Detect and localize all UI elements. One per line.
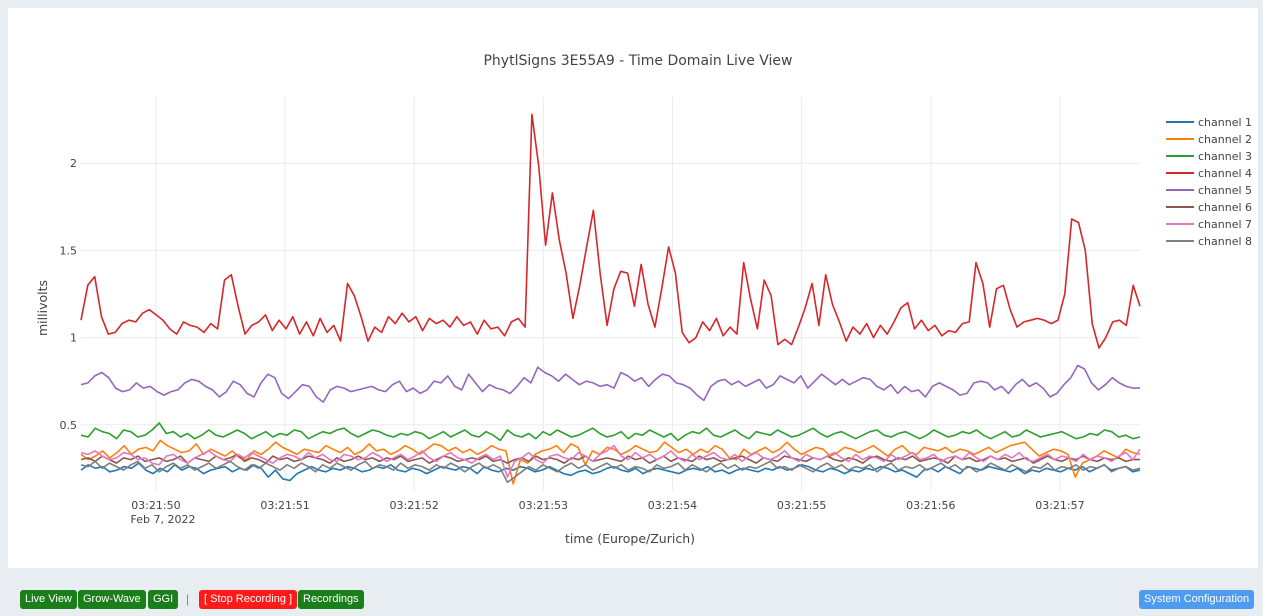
- x-tick-label: 03:21:52: [389, 499, 438, 512]
- legend-item-channel-4[interactable]: channel 4: [1166, 167, 1252, 180]
- series-line-channel-2[interactable]: [80, 439, 1141, 485]
- legend-item-channel-3[interactable]: channel 3: [1166, 150, 1252, 163]
- legend-label: channel 1: [1198, 116, 1252, 129]
- y-tick-label: 1: [70, 332, 77, 345]
- ggi-button[interactable]: GGI: [148, 590, 179, 609]
- live-view-button[interactable]: Live View: [20, 590, 77, 609]
- y-tick-label: 1.5: [60, 244, 78, 257]
- legend-label: channel 8: [1198, 235, 1252, 248]
- legend-item-channel-1[interactable]: channel 1: [1166, 116, 1252, 129]
- system-configuration-button[interactable]: System Configuration: [1139, 590, 1255, 609]
- y-axis-title: millivolts: [35, 280, 50, 336]
- x-tick-label: 03:21:56: [906, 499, 955, 512]
- series-line-channel-8[interactable]: [80, 460, 1141, 484]
- legend-item-channel-8[interactable]: channel 8: [1166, 235, 1252, 248]
- legend-item-channel-5[interactable]: channel 5: [1166, 184, 1252, 197]
- x-axis-title: time (Europe/Zurich): [565, 531, 695, 546]
- legend-label: channel 6: [1198, 201, 1252, 214]
- chart-panel: 03:21:50 03:21:51 03:21:52 03:21:53 03:21:54…: [8, 8, 1258, 568]
- series-line-channel-3[interactable]: [80, 422, 1141, 442]
- x-tick-label: 03:21:57: [1035, 499, 1084, 512]
- series-line-channel-7[interactable]: [80, 444, 1141, 478]
- legend-label: channel 4: [1198, 167, 1252, 180]
- legend-label: channel 3: [1198, 150, 1252, 163]
- toolbar-separator: |: [186, 592, 190, 606]
- series-line-channel-4[interactable]: [80, 113, 1141, 349]
- x-date-label: Feb 7, 2022: [131, 513, 196, 526]
- x-tick-label: 03:21:50: [131, 499, 180, 512]
- legend[interactable]: channel 1 channel 2 channel 3 channel 4 chan…: [1166, 116, 1252, 248]
- grow-wave-button[interactable]: Grow-Wave: [78, 590, 146, 609]
- legend-label: channel 5: [1198, 184, 1252, 197]
- x-tick-label: 03:21:55: [777, 499, 826, 512]
- legend-item-channel-6[interactable]: channel 6: [1166, 201, 1252, 214]
- legend-item-channel-7[interactable]: channel 7: [1166, 218, 1252, 231]
- time-domain-chart[interactable]: 03:21:50 03:21:51 03:21:52 03:21:53 03:21:54…: [8, 8, 1258, 568]
- legend-label: channel 7: [1198, 218, 1252, 231]
- x-tick-label: 03:21:51: [260, 499, 309, 512]
- y-tick-label: 0.5: [60, 419, 78, 432]
- legend-label: channel 2: [1198, 133, 1252, 146]
- x-tick-label: 03:21:54: [648, 499, 697, 512]
- recordings-button[interactable]: Recordings: [298, 590, 364, 609]
- legend-item-channel-2[interactable]: channel 2: [1166, 133, 1252, 146]
- y-tick-label: 2: [70, 157, 77, 170]
- bottom-toolbar: Live View Grow-Wave GGI | [ Stop Recordi…: [0, 568, 1263, 616]
- x-tick-label: 03:21:53: [519, 499, 568, 512]
- stop-recording-button[interactable]: [ Stop Recording ]: [199, 590, 298, 609]
- chart-title: PhytlSigns 3E55A9 - Time Domain Live Vie…: [483, 53, 792, 69]
- series-line-channel-5[interactable]: [80, 364, 1140, 403]
